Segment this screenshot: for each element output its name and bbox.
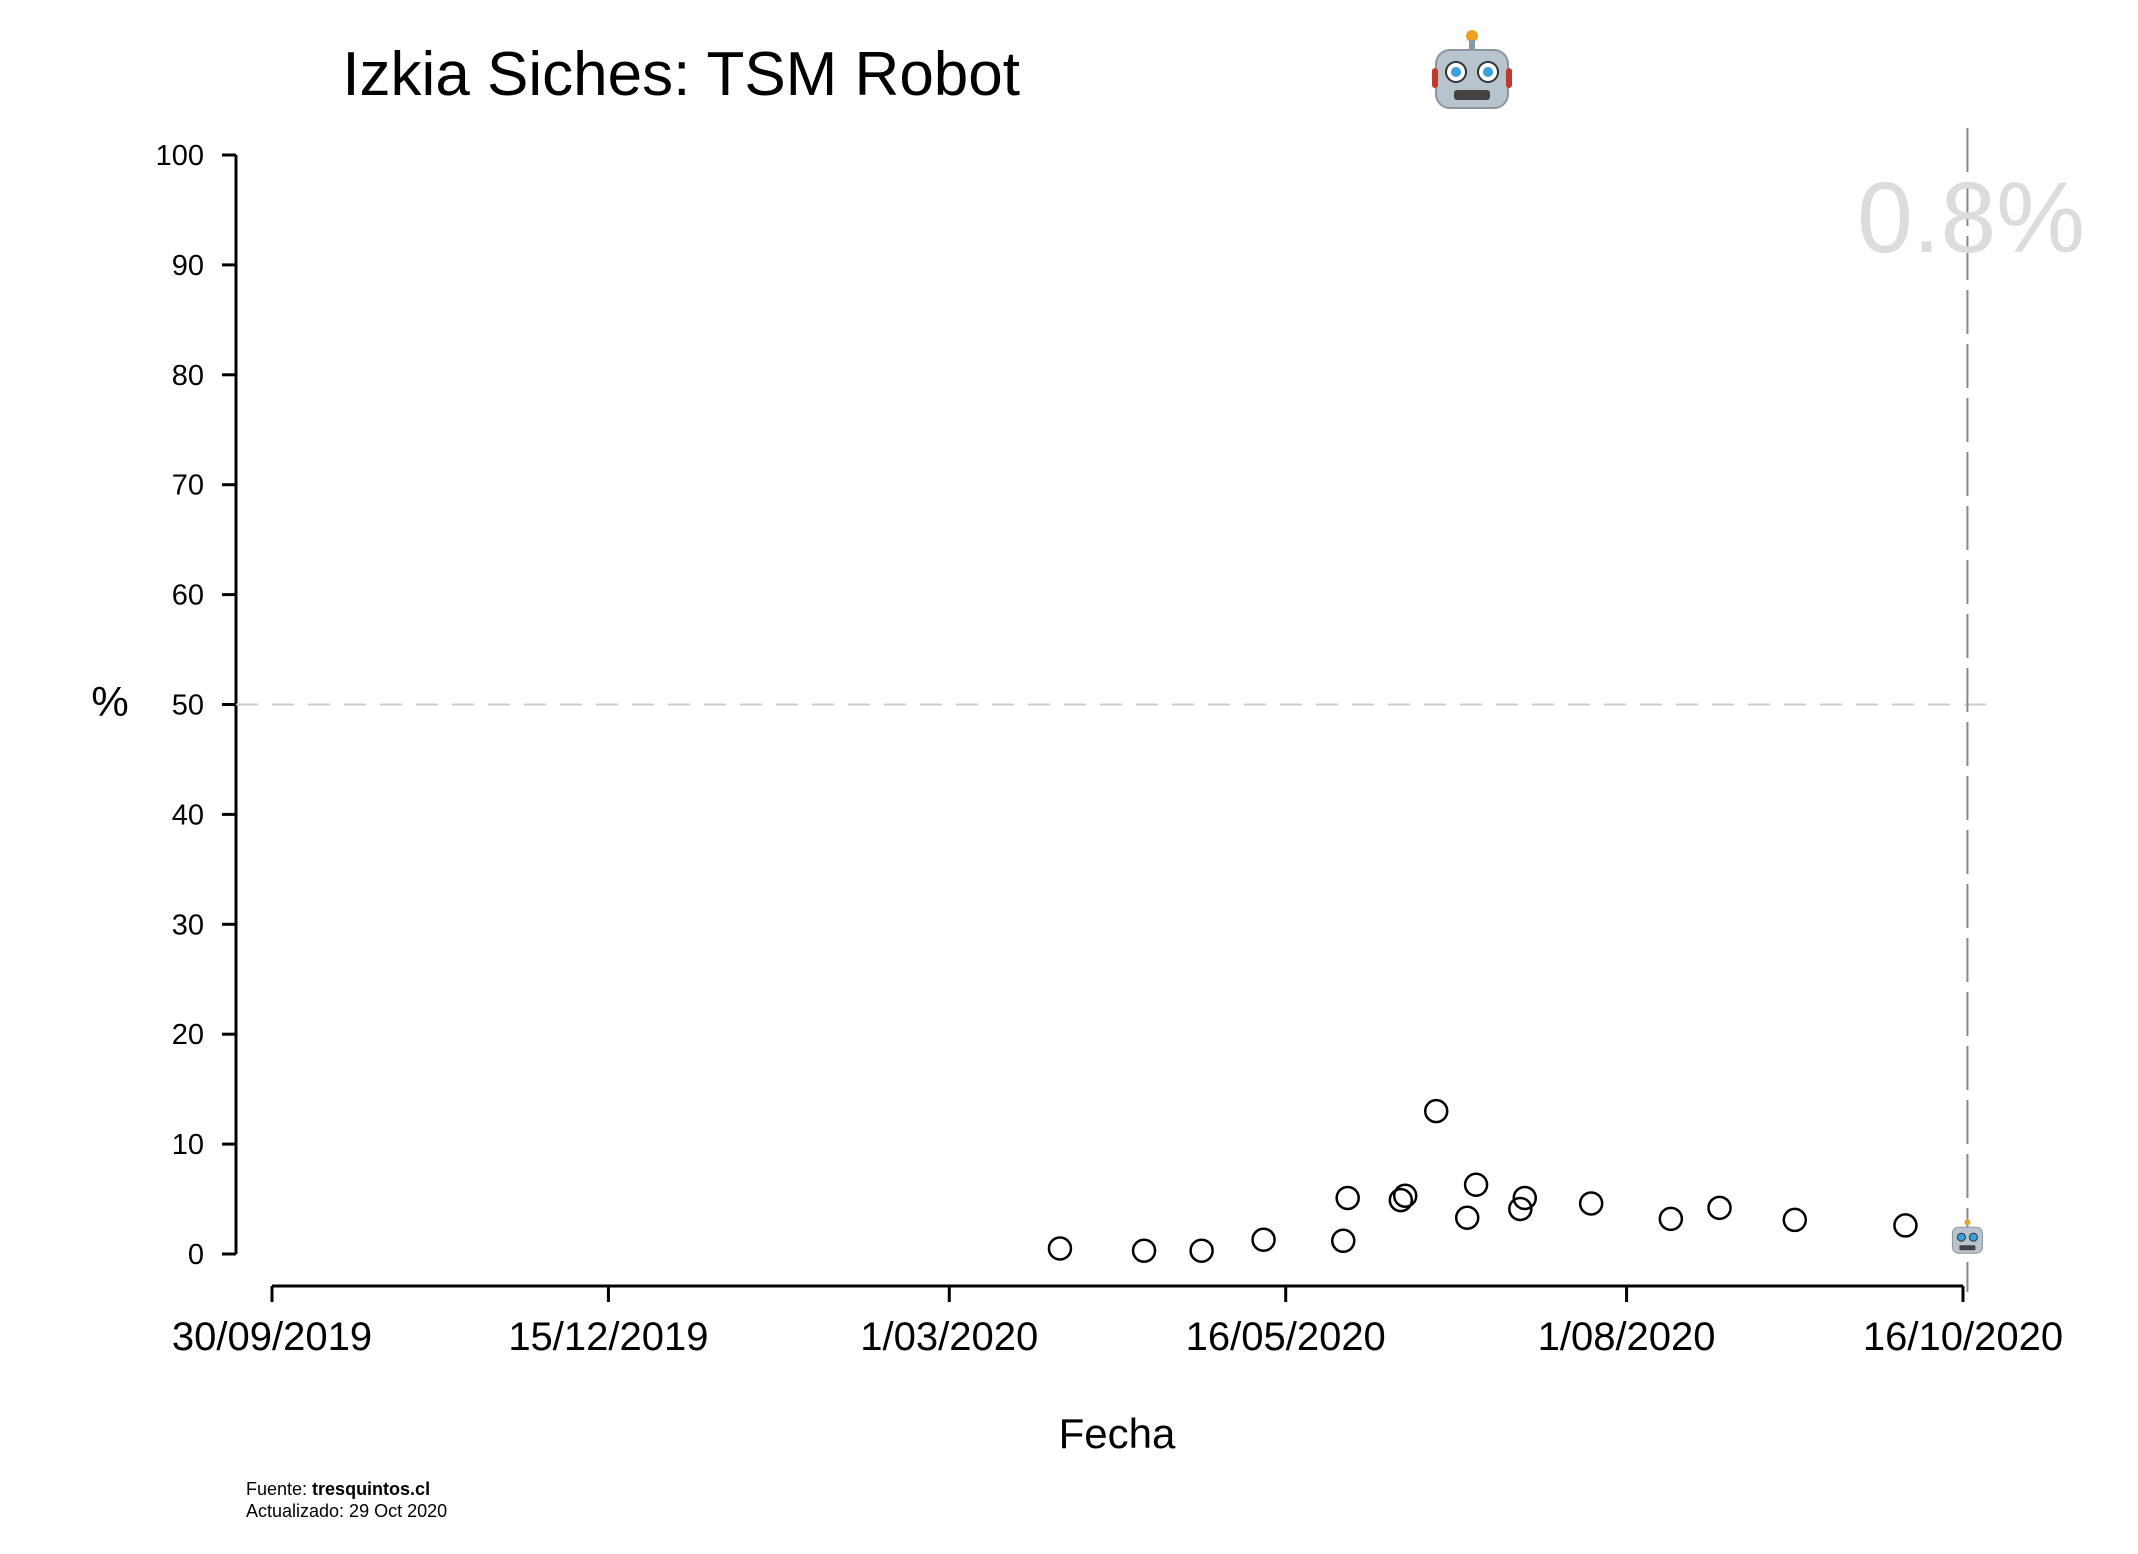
y-tick-label: 50 <box>172 690 204 722</box>
x-tick-label: 15/12/2019 <box>508 1315 708 1359</box>
x-axis: 30/09/2019 15/12/2019 1/03/2020 16/05/2020 1… <box>172 1284 2063 1359</box>
data-point <box>1463 1172 1489 1198</box>
y-axis-title: % <box>91 678 128 725</box>
y-axis: 0 10 20 30 40 50 60 70 80 90 100 <box>156 140 238 1271</box>
source-line: Fuente: tresquintos.cl <box>246 1478 447 1500</box>
x-tick-label: 16/05/2020 <box>1186 1315 1386 1359</box>
y-tick-label: 90 <box>172 250 204 282</box>
latest-point-robot-icon <box>1951 1219 1983 1254</box>
data-point <box>1658 1206 1684 1232</box>
footer: Fuente: tresquintos.cl Actualizado: 29 O… <box>246 1478 447 1522</box>
x-tick-label: 30/09/2019 <box>172 1315 372 1359</box>
data-points <box>1047 1098 1983 1263</box>
data-point <box>1388 1187 1414 1213</box>
robot-face-icon <box>1432 30 1512 109</box>
y-tick-label: 70 <box>172 470 204 502</box>
data-point <box>1251 1227 1276 1252</box>
data-point <box>1578 1191 1604 1216</box>
reference-lines <box>236 128 2000 1292</box>
data-point <box>1512 1185 1538 1211</box>
y-tick-label: 60 <box>172 580 204 612</box>
data-point <box>1189 1238 1214 1263</box>
y-tick-label: 10 <box>172 1129 204 1161</box>
data-point <box>1707 1195 1732 1221</box>
data-point <box>1335 1185 1360 1211</box>
y-tick-label: 30 <box>172 909 204 941</box>
latest-value-label: 0.8% <box>1857 162 2085 274</box>
data-point <box>1131 1238 1157 1263</box>
x-tick-label: 16/10/2020 <box>1863 1315 2063 1359</box>
data-point <box>1392 1183 1418 1209</box>
updated-line: Actualizado: 29 Oct 2020 <box>246 1501 448 1521</box>
data-point <box>1423 1098 1449 1124</box>
data-point <box>1454 1205 1480 1230</box>
y-tick-label: 20 <box>172 1019 204 1051</box>
chart-title: Izkia Siches: TSM Robot <box>342 40 1020 109</box>
data-point <box>1782 1207 1808 1233</box>
data-point <box>1508 1196 1533 1222</box>
x-tick-label: 1/03/2020 <box>860 1315 1038 1359</box>
y-tick-label: 0 <box>188 1239 204 1271</box>
x-tick-label: 1/08/2020 <box>1538 1315 1716 1359</box>
y-tick-label: 80 <box>172 360 204 392</box>
y-tick-label: 100 <box>156 140 204 172</box>
data-point <box>1893 1213 1918 1238</box>
source-prefix: Fuente: <box>246 1479 313 1499</box>
y-tick-label: 40 <box>172 799 204 831</box>
data-point <box>1047 1236 1073 1261</box>
source-name: tresquintos.cl <box>312 1479 431 1499</box>
x-axis-title: Fecha <box>1059 1410 1176 1457</box>
data-point <box>1331 1228 1356 1254</box>
